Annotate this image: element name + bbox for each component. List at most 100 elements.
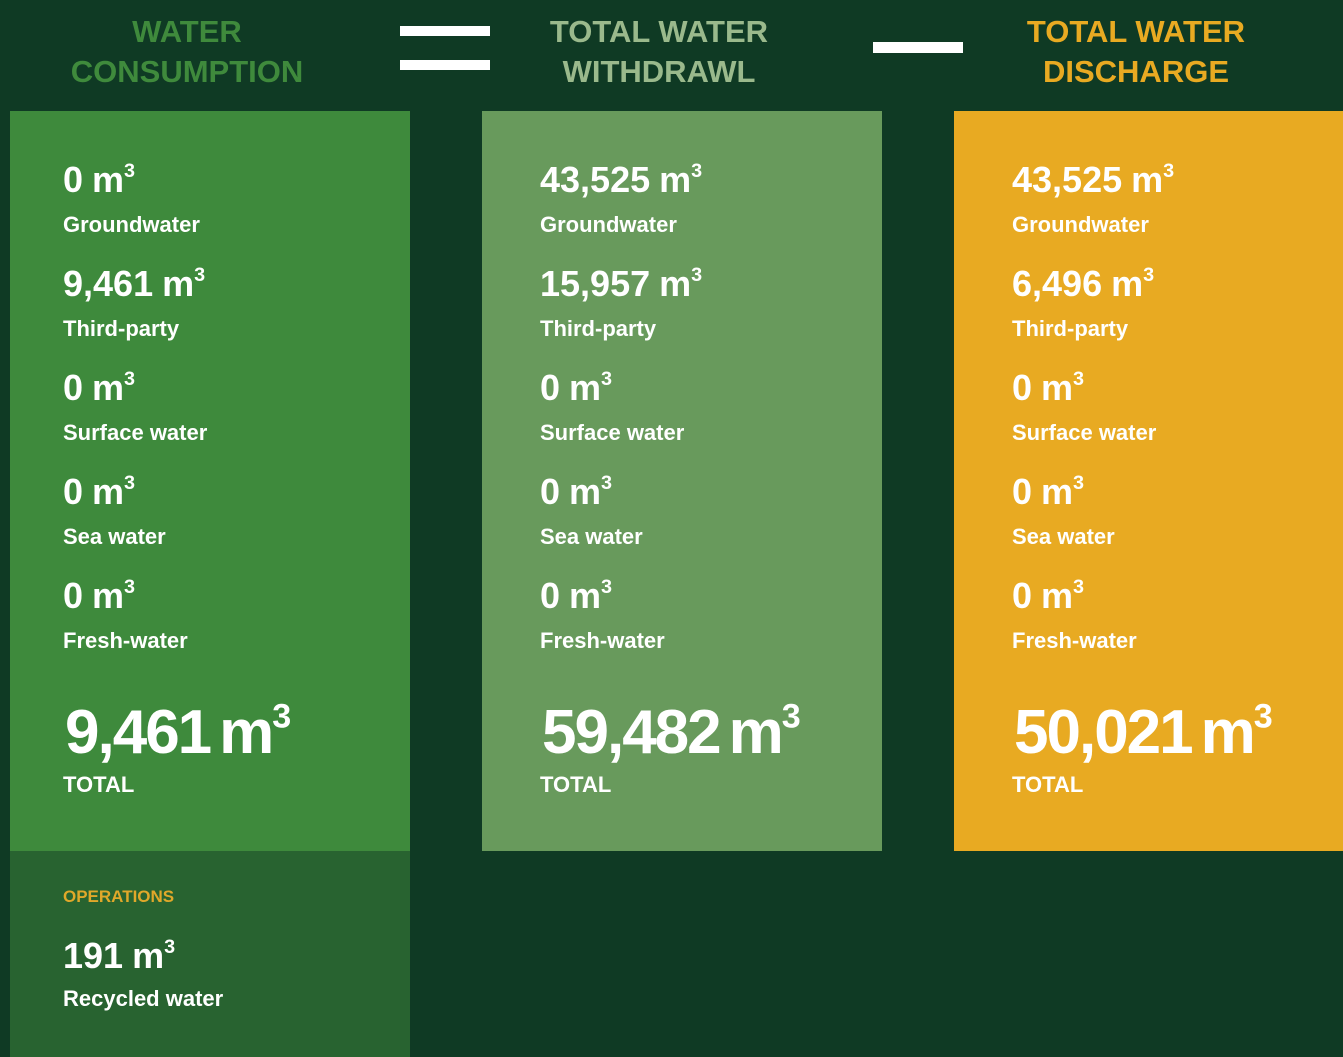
amount: 0 m3 — [540, 472, 612, 512]
amount: 9,461 m3 — [63, 264, 205, 304]
column-box — [482, 111, 882, 851]
amount-unit: m — [162, 263, 195, 304]
column-title: TOTAL WATER WITHDRAWL — [459, 12, 859, 92]
amount-number: 43,525 — [1012, 159, 1123, 200]
item-label: Surface water — [540, 420, 685, 445]
amount: 0 m3 — [63, 160, 135, 200]
item-label: Third-party — [63, 316, 180, 341]
item-label: Groundwater — [1012, 212, 1149, 237]
amount-unit: m — [1041, 575, 1074, 616]
unit-exponent: 3 — [601, 472, 613, 495]
amount-unit: m — [132, 935, 165, 976]
unit-exponent: 3 — [691, 264, 703, 287]
column-title: WATER CONSUMPTION — [0, 12, 387, 92]
amount-unit: m — [92, 575, 125, 616]
amount: 15,957 m3 — [540, 264, 702, 304]
amount: 43,525 m3 — [1012, 160, 1174, 200]
amount: 0 m3 — [63, 368, 135, 408]
title-line: TOTAL WATER — [1026, 14, 1246, 49]
item-label: Fresh-water — [63, 628, 188, 653]
amount: 50,021 m3 — [1014, 697, 1273, 767]
item-label: Sea water — [540, 524, 643, 549]
unit-exponent: 3 — [781, 697, 801, 736]
amount: 6,496 m3 — [1012, 264, 1154, 304]
amount-number: 15,957 — [540, 263, 651, 304]
amount-unit: m — [1200, 698, 1256, 767]
amount: 0 m3 — [63, 472, 135, 512]
unit-exponent: 3 — [1253, 697, 1273, 736]
amount-unit: m — [1041, 367, 1074, 408]
amount-unit: m — [92, 471, 125, 512]
item-label: Surface water — [1012, 420, 1157, 445]
amount-number: 0 — [540, 575, 561, 616]
item-label: Third-party — [540, 316, 657, 341]
amount: 0 m3 — [540, 368, 612, 408]
amount-number: 0 — [540, 367, 561, 408]
amount-number: 0 — [63, 367, 84, 408]
unit-exponent: 3 — [601, 368, 613, 391]
total-label: TOTAL — [1012, 772, 1084, 797]
unit-exponent: 3 — [124, 576, 136, 599]
item-label: Surface water — [63, 420, 208, 445]
operations-box — [10, 851, 410, 1057]
unit-exponent: 3 — [1143, 264, 1155, 287]
column-box — [10, 111, 410, 851]
unit-exponent: 3 — [124, 368, 136, 391]
column-box — [954, 111, 1343, 851]
amount-number: 9,461 — [63, 263, 154, 304]
total-label: TOTAL — [540, 772, 612, 797]
item-label: Third-party — [1012, 316, 1129, 341]
amount-unit: m — [659, 263, 692, 304]
amount: 0 m3 — [1012, 576, 1084, 616]
unit-exponent: 3 — [124, 472, 136, 495]
unit-exponent: 3 — [1163, 160, 1175, 183]
unit-exponent: 3 — [1073, 368, 1085, 391]
amount-unit: m — [1041, 471, 1074, 512]
amount-number: 0 — [1012, 367, 1033, 408]
item-label: Groundwater — [540, 212, 677, 237]
minus-bar — [873, 42, 963, 53]
equals-bar — [400, 60, 490, 70]
amount: 0 m3 — [540, 576, 612, 616]
equals-bar — [400, 26, 490, 36]
amount-unit: m — [1111, 263, 1144, 304]
amount-number: 0 — [63, 159, 84, 200]
amount: 0 m3 — [1012, 472, 1084, 512]
item-label: Recycled water — [63, 986, 224, 1011]
unit-exponent: 3 — [124, 160, 136, 183]
amount: 9,461 m3 — [65, 697, 291, 767]
title-line: CONSUMPTION — [70, 54, 304, 89]
amount-number: 0 — [540, 471, 561, 512]
title-line: DISCHARGE — [1042, 54, 1229, 89]
amount-unit: m — [1131, 159, 1164, 200]
unit-exponent: 3 — [164, 936, 176, 959]
amount-unit: m — [728, 698, 784, 767]
item-label: Groundwater — [63, 212, 200, 237]
unit-exponent: 3 — [272, 697, 291, 736]
amount-unit: m — [569, 575, 602, 616]
column-title: TOTAL WATER DISCHARGE — [936, 12, 1336, 92]
title-line: WITHDRAWL — [562, 54, 756, 89]
amount-number: 0 — [1012, 575, 1033, 616]
amount-unit: m — [569, 367, 602, 408]
operations-heading: OPERATIONS — [63, 887, 175, 906]
amount-number: 9,461 — [65, 698, 212, 767]
amount: 0 m3 — [63, 576, 135, 616]
amount-number: 59,482 — [542, 698, 722, 767]
amount-number: 43,525 — [540, 159, 651, 200]
amount-number: 0 — [63, 575, 84, 616]
item-label: Sea water — [1012, 524, 1115, 549]
amount-number: 50,021 — [1014, 698, 1194, 767]
total-label: TOTAL — [63, 772, 135, 797]
item-label: Fresh-water — [540, 628, 665, 653]
amount-unit: m — [92, 367, 125, 408]
amount-number: 0 — [1012, 471, 1033, 512]
amount-unit: m — [219, 698, 274, 767]
amount-number: 0 — [63, 471, 84, 512]
unit-exponent: 3 — [1073, 576, 1085, 599]
item-label: Fresh-water — [1012, 628, 1137, 653]
title-line: TOTAL WATER — [549, 14, 769, 49]
amount: 0 m3 — [1012, 368, 1084, 408]
item-label: Sea water — [63, 524, 166, 549]
